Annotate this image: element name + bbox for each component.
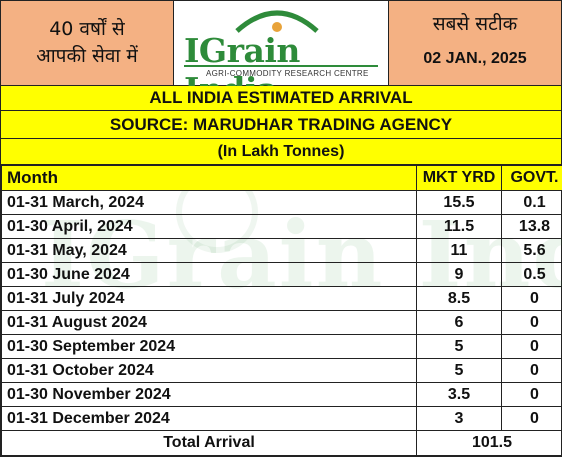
col-mkt-header: MKT YRD (416, 165, 502, 191)
report-unit: (In Lakh Tonnes) (1, 139, 561, 165)
cell-mkt-yard: 5 (416, 358, 502, 383)
table-row: 01-31 July 2024 8.5 0 (1, 286, 562, 311)
table-row: 01-31 December 2024 3 0 (1, 406, 562, 431)
table-header-row: Month MKT YRD GOVT. (1, 165, 562, 191)
cell-month: 01-30 November 2024 (1, 382, 417, 407)
cell-mkt-yard: 3.5 (416, 382, 502, 407)
cell-govt: 0 (501, 406, 562, 431)
total-label: Total Arrival (1, 430, 417, 456)
cell-month: 01-31 July 2024 (1, 286, 417, 311)
logo-box: IGrain India AGRI-COMMODITY RESEARCH CEN… (174, 1, 388, 109)
table-row: 01-31 March, 2024 15.5 0.1 (1, 190, 562, 215)
cell-month: 01-31 August 2024 (1, 310, 417, 335)
table-row: 01-30 April, 2024 11.5 13.8 (1, 214, 562, 239)
table-row: 01-31 October 2024 5 0 (1, 358, 562, 383)
col-govt-header: GOVT. (501, 165, 562, 191)
table-row: 01-31 August 2024 6 0 (1, 310, 562, 335)
cell-mkt-yard: 3 (416, 406, 502, 431)
cell-month: 01-30 April, 2024 (1, 214, 417, 239)
report-title: ALL INDIA ESTIMATED ARRIVAL (1, 86, 561, 111)
table-row: 01-30 September 2024 5 0 (1, 334, 562, 359)
logo-subtitle: AGRI-COMMODITY RESEARCH CENTRE (206, 69, 369, 78)
cell-govt: 0 (501, 382, 562, 407)
table-row: 01-30 November 2024 3.5 0 (1, 382, 562, 407)
cell-govt: 5.6 (501, 238, 562, 263)
cell-govt: 0 (501, 358, 562, 383)
grain-logo-icon (235, 10, 319, 33)
arrival-table: Month MKT YRD GOVT. 01-31 March, 2024 15.… (1, 165, 562, 456)
table-row: 01-30 June 2024 9 0.5 (1, 262, 562, 287)
cell-month: 01-31 March, 2024 (1, 190, 417, 215)
cell-govt: 0 (501, 334, 562, 359)
total-value: 101.5 (416, 430, 562, 456)
cell-govt: 0 (501, 286, 562, 311)
cell-month: 01-31 December 2024 (1, 406, 417, 431)
cell-govt: 0.1 (501, 190, 562, 215)
cell-month: 01-31 October 2024 (1, 358, 417, 383)
tagline-line1: 40 वर्षों से (49, 18, 125, 40)
report-date: 02 JAN., 2025 (423, 50, 527, 67)
table-row: 01-31 May, 2024 11 5.6 (1, 238, 562, 263)
cell-govt: 13.8 (501, 214, 562, 239)
report-source: SOURCE: MARUDHAR TRADING AGENCY (1, 111, 561, 139)
cell-mkt-yard: 5 (416, 334, 502, 359)
header-right-box: सबसे सटीक 02 JAN., 2025 (388, 1, 561, 85)
table-body: 01-31 March, 2024 15.5 0.1 01-30 April, 202… (1, 190, 562, 431)
cell-mkt-yard: 6 (416, 310, 502, 335)
cell-mkt-yard: 15.5 (416, 190, 502, 215)
tagline-accurate: सबसे सटीक (432, 13, 518, 35)
total-row: Total Arrival 101.5 (1, 430, 562, 456)
col-month-header: Month (1, 165, 417, 191)
cell-mkt-yard: 8.5 (416, 286, 502, 311)
cell-govt: 0 (501, 310, 562, 335)
cell-govt: 0.5 (501, 262, 562, 287)
header: 40 वर्षों से आपकी सेवा में IGrain India … (1, 1, 561, 109)
cell-month: 01-31 May, 2024 (1, 238, 417, 263)
cell-mkt-yard: 11 (416, 238, 502, 263)
tagline-line2: आपकी सेवा में (36, 45, 138, 67)
header-left-box: 40 वर्षों से आपकी सेवा में (1, 1, 174, 85)
cell-month: 01-30 September 2024 (1, 334, 417, 359)
cell-month: 01-30 June 2024 (1, 262, 417, 287)
logo-divider (184, 65, 378, 67)
cell-mkt-yard: 11.5 (416, 214, 502, 239)
cell-mkt-yard: 9 (416, 262, 502, 287)
